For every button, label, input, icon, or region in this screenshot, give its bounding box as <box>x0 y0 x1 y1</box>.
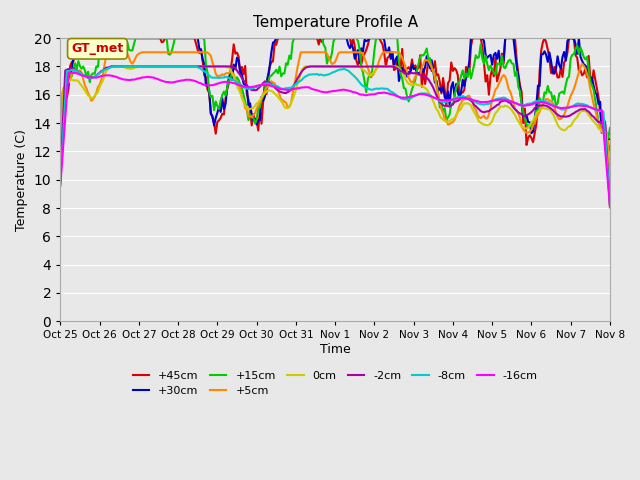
+15cm <box>495 60 502 66</box>
-2cm <box>488 106 496 111</box>
+15cm <box>604 135 612 141</box>
+30cm <box>603 143 611 149</box>
+30cm <box>606 136 614 142</box>
+45cm <box>606 147 614 153</box>
+5cm <box>606 197 614 203</box>
+45cm <box>228 57 236 63</box>
+15cm <box>361 79 369 84</box>
+15cm <box>100 35 108 41</box>
-8cm <box>495 96 502 102</box>
+45cm <box>361 51 369 57</box>
Line: +15cm: +15cm <box>60 38 610 138</box>
0cm <box>488 119 496 124</box>
+15cm <box>606 125 614 131</box>
Line: -8cm: -8cm <box>60 66 610 205</box>
X-axis label: Time: Time <box>320 343 351 356</box>
Title: Temperature Profile A: Temperature Profile A <box>253 15 418 30</box>
+5cm <box>488 97 496 103</box>
-16cm <box>65 70 72 75</box>
0cm <box>606 205 614 211</box>
0cm <box>56 181 64 187</box>
-8cm <box>606 202 614 208</box>
+30cm <box>228 77 236 83</box>
-16cm <box>228 80 236 85</box>
-8cm <box>68 67 76 72</box>
+5cm <box>477 115 484 121</box>
+30cm <box>495 48 502 54</box>
+45cm <box>56 109 64 115</box>
+30cm <box>477 35 484 41</box>
+30cm <box>56 108 64 113</box>
+45cm <box>488 66 496 72</box>
0cm <box>477 120 484 126</box>
-2cm <box>477 108 484 114</box>
+5cm <box>361 56 369 61</box>
-16cm <box>361 92 369 98</box>
+15cm <box>488 66 496 72</box>
Y-axis label: Temperature (C): Temperature (C) <box>15 129 28 230</box>
0cm <box>228 71 236 76</box>
+45cm <box>68 59 76 65</box>
-16cm <box>495 97 502 103</box>
Line: +45cm: +45cm <box>60 38 610 150</box>
+30cm <box>76 35 84 41</box>
-16cm <box>477 99 484 105</box>
-8cm <box>228 76 236 82</box>
Text: GT_met: GT_met <box>71 42 124 55</box>
-8cm <box>361 84 369 90</box>
-2cm <box>228 63 236 69</box>
+5cm <box>495 81 502 86</box>
-16cm <box>606 204 614 209</box>
-2cm <box>108 63 115 69</box>
-2cm <box>495 102 502 108</box>
0cm <box>108 63 115 69</box>
+45cm <box>76 35 84 41</box>
-16cm <box>56 183 64 189</box>
+15cm <box>56 108 64 114</box>
+30cm <box>488 62 496 68</box>
Line: +30cm: +30cm <box>60 38 610 146</box>
-16cm <box>70 70 77 76</box>
0cm <box>361 68 369 73</box>
+15cm <box>477 42 484 48</box>
Line: -2cm: -2cm <box>60 66 610 206</box>
+15cm <box>228 70 236 76</box>
-2cm <box>68 65 76 71</box>
-16cm <box>488 98 496 104</box>
0cm <box>68 77 76 83</box>
-8cm <box>477 101 484 107</box>
-8cm <box>137 63 145 69</box>
+30cm <box>68 67 76 72</box>
+45cm <box>477 35 484 41</box>
Line: -16cm: -16cm <box>60 72 610 206</box>
+30cm <box>361 37 369 43</box>
Line: 0cm: 0cm <box>60 66 610 208</box>
-2cm <box>361 64 369 70</box>
+5cm <box>106 49 113 55</box>
+5cm <box>56 167 64 172</box>
+5cm <box>68 72 76 77</box>
Legend: +45cm, +30cm, +15cm, +5cm, 0cm, -2cm, -8cm, -16cm: +45cm, +30cm, +15cm, +5cm, 0cm, -2cm, -8… <box>128 366 542 401</box>
0cm <box>495 106 502 112</box>
+45cm <box>495 72 502 78</box>
+15cm <box>68 73 76 79</box>
-2cm <box>606 204 614 209</box>
-8cm <box>488 98 496 104</box>
-2cm <box>56 176 64 182</box>
Line: +5cm: +5cm <box>60 52 610 200</box>
-8cm <box>56 180 64 186</box>
+5cm <box>228 70 236 75</box>
